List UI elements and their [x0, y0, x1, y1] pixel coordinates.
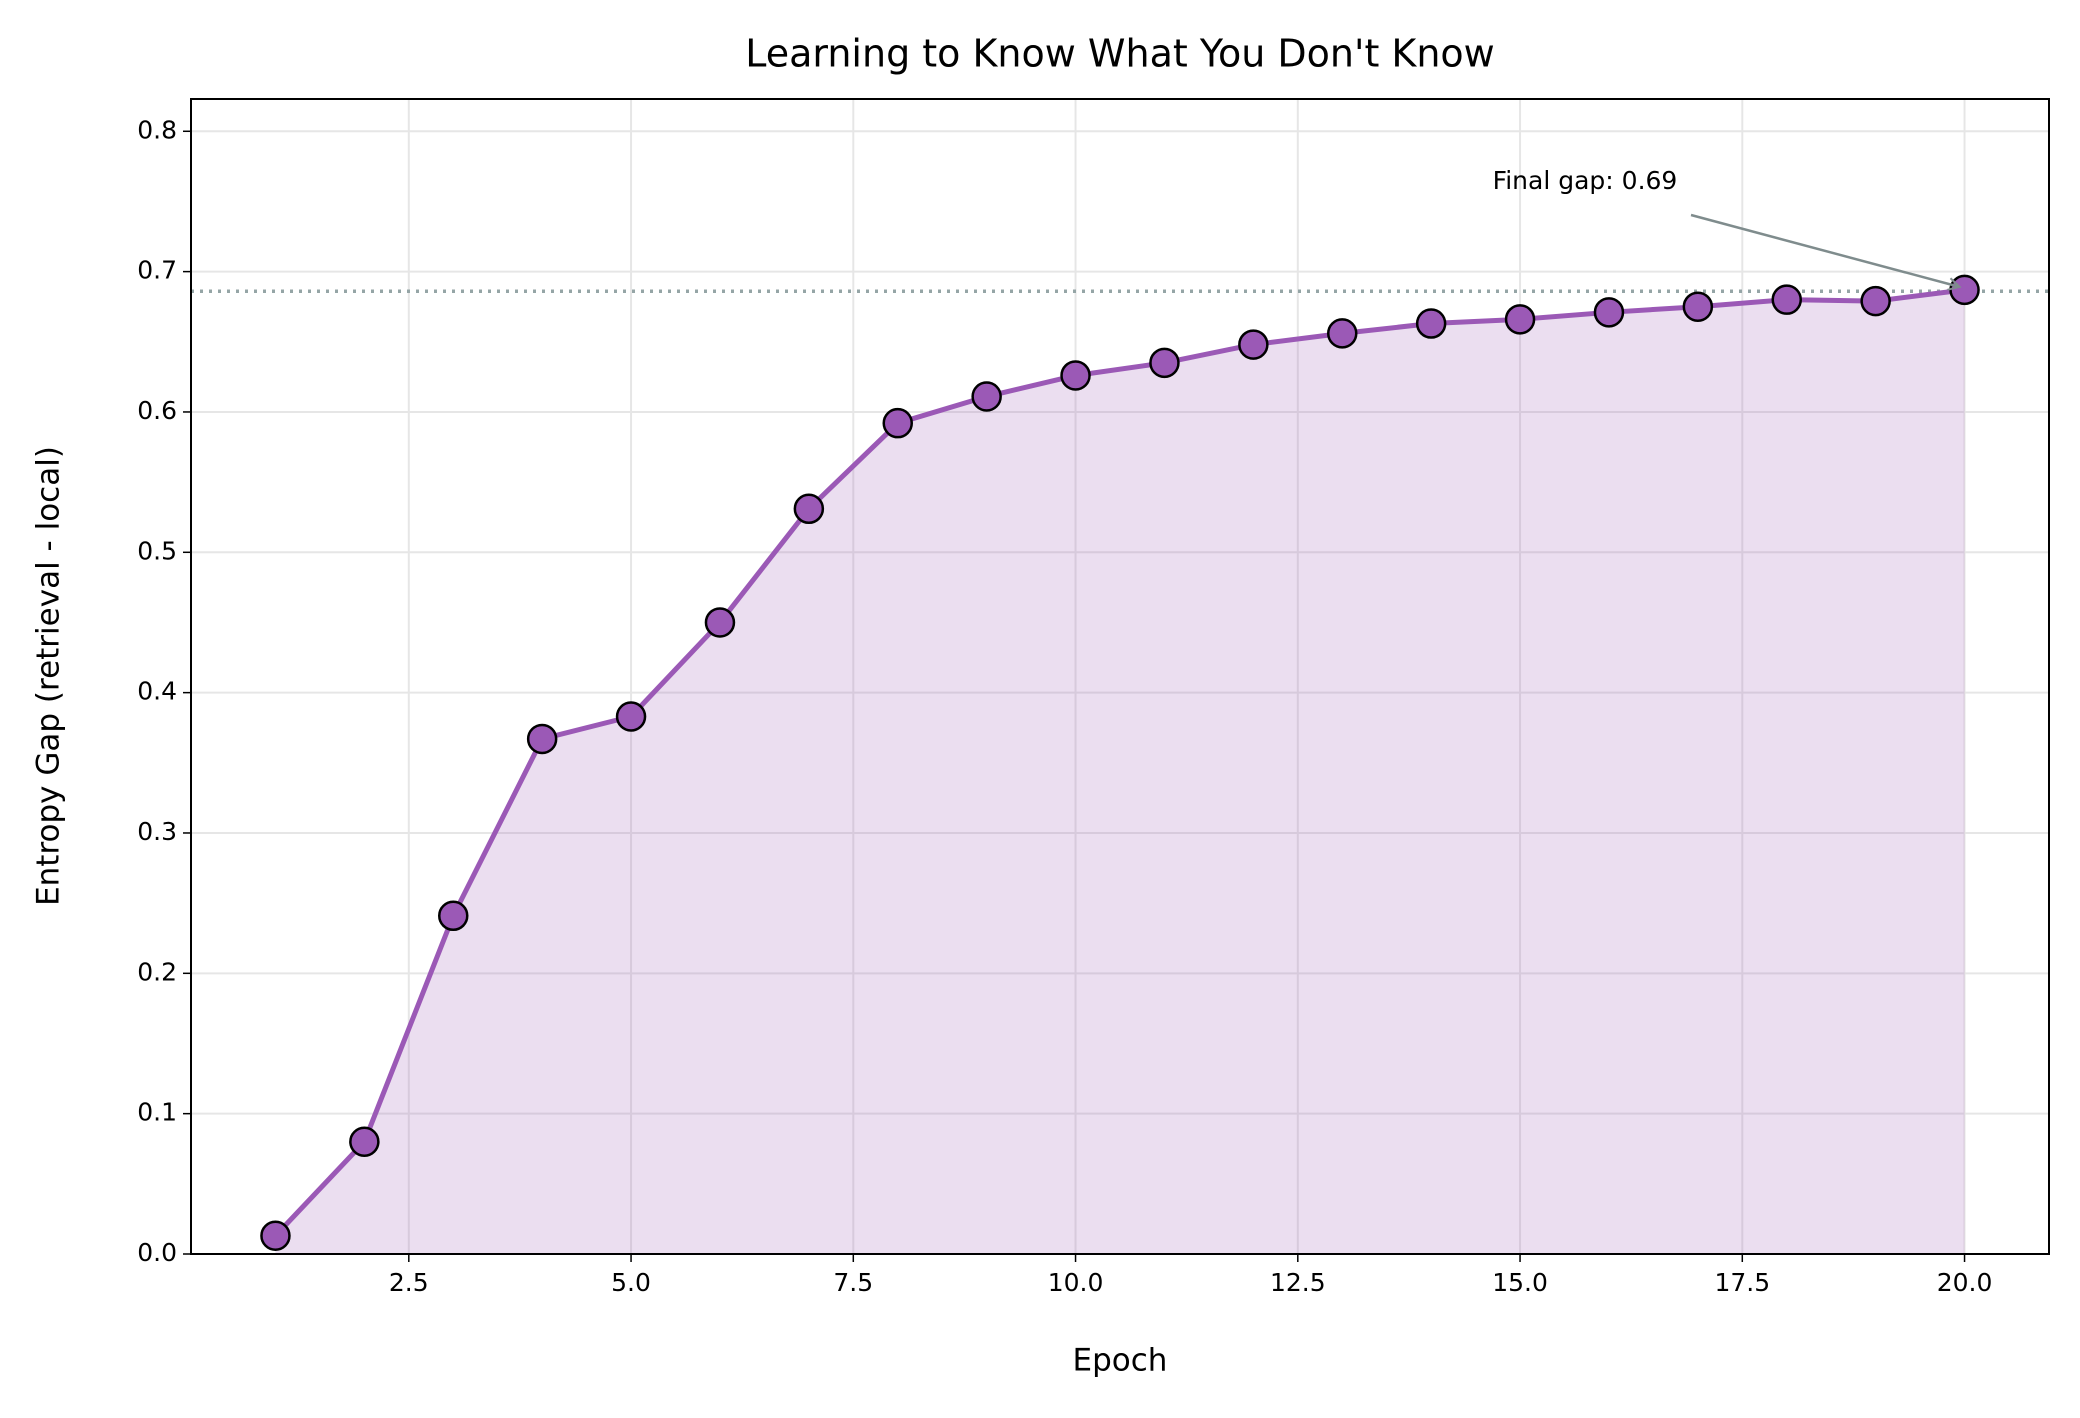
marker [1504, 304, 1536, 335]
marker [1326, 318, 1358, 349]
marker [1149, 347, 1180, 379]
y-tick-label: 0.2 [137, 957, 177, 986]
marker [260, 1220, 291, 1252]
annotation-arrow [1690, 213, 1960, 287]
y-tick-label: 0.5 [137, 536, 177, 565]
x-tick-label: 20.0 [1937, 1268, 1993, 1297]
y-tick-label: 0.6 [137, 396, 177, 425]
x-tick-label: 12.5 [1270, 1268, 1326, 1297]
marker [1415, 308, 1447, 339]
marker [704, 607, 736, 638]
x-tick-label: 2.5 [389, 1268, 429, 1297]
y-tick-label: 0.4 [137, 677, 177, 706]
marker [438, 900, 469, 932]
y-tick-label: 0.1 [137, 1098, 177, 1127]
chart-title: Learning to Know What You Don't Know [745, 32, 1495, 76]
x-axis-label: Epoch [1073, 1343, 1168, 1379]
area-fill [275, 289, 1965, 1255]
annotation: Final gap: 0.69 [1493, 166, 1678, 195]
marker [1593, 297, 1625, 328]
x-tick-label: 10.0 [1048, 1268, 1104, 1297]
marker [1238, 329, 1269, 360]
y-tick-label: 0.7 [137, 256, 177, 285]
marker [526, 723, 558, 755]
x-tick-label: 15.0 [1492, 1268, 1548, 1297]
marker [1949, 274, 1980, 306]
x-tick-label: 7.5 [833, 1268, 873, 1297]
plot-frame [190, 98, 2050, 1255]
marker [349, 1126, 380, 1157]
y-tick-label: 0.3 [137, 817, 177, 846]
x-tick-label: 5.0 [611, 1268, 651, 1297]
y-tick-label: 0.8 [137, 115, 177, 144]
marker [1682, 291, 1714, 322]
marker [882, 407, 914, 439]
marker [1060, 360, 1091, 391]
marker [1771, 284, 1802, 315]
marker [1860, 285, 1891, 317]
y-tick-label: 0.0 [137, 1238, 177, 1267]
marker [793, 493, 825, 525]
y-axis-label: Entropy Gap (retrieval - local) [31, 446, 67, 906]
x-tick-label: 17.5 [1714, 1268, 1770, 1297]
marker [615, 701, 647, 732]
marker [971, 381, 1002, 412]
